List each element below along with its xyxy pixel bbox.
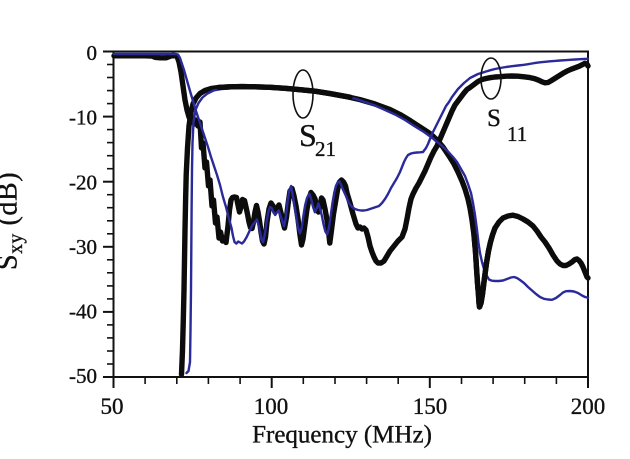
svg-text:0: 0	[87, 41, 98, 65]
svg-text:S: S	[299, 117, 317, 153]
svg-text:11: 11	[507, 122, 527, 146]
svg-text:Frequency (MHz): Frequency (MHz)	[252, 422, 432, 449]
svg-text:150: 150	[413, 394, 448, 419]
svg-text:Sxy (dB): Sxy (dB)	[0, 172, 27, 270]
svg-text:200: 200	[571, 394, 606, 419]
svg-text:50: 50	[101, 394, 124, 419]
svg-text:-30: -30	[69, 235, 97, 259]
svg-text:-50: -50	[69, 364, 97, 388]
svg-text:-20: -20	[69, 171, 97, 195]
svg-text:-10: -10	[69, 106, 97, 130]
svg-text:100: 100	[254, 394, 289, 419]
svg-text:-40: -40	[69, 300, 97, 324]
svg-text:21: 21	[315, 137, 336, 161]
svg-text:S: S	[487, 105, 501, 132]
